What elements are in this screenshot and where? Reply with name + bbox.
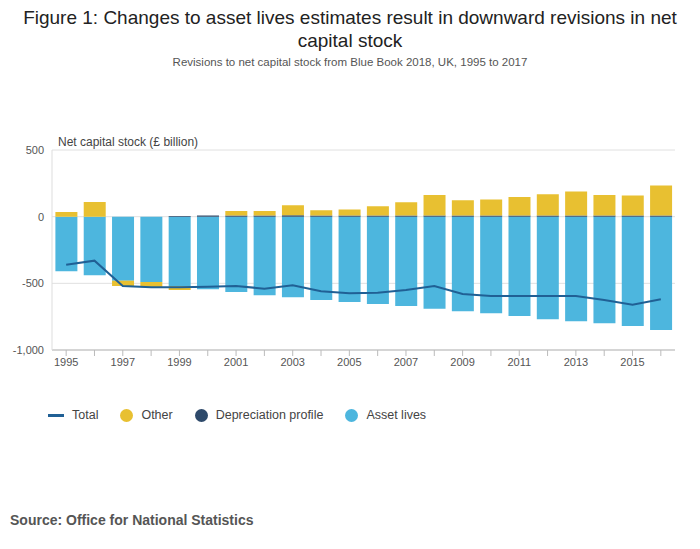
html-text:Depreciation profile: Depreciation profile xyxy=(215,408,324,422)
svg-text:2009: 2009 xyxy=(450,356,474,368)
svg-text:1995: 1995 xyxy=(54,356,78,368)
svg-text:2007: 2007 xyxy=(394,356,418,368)
html-text:Figure 1: Changes to asset liv: Figure 1: Changes to asset lives estimat… xyxy=(23,7,677,51)
svg-text:1997: 1997 xyxy=(111,356,135,368)
svg-text:2001: 2001 xyxy=(224,356,248,368)
svg-text:0: 0 xyxy=(38,211,44,223)
svg-text:500: 500 xyxy=(26,144,44,156)
svg-text:2011: 2011 xyxy=(507,356,531,368)
svg-text:2005: 2005 xyxy=(337,356,361,368)
svg-text:2015: 2015 xyxy=(620,356,644,368)
html-text:Other: Other xyxy=(141,408,173,422)
html-text:Asset lives: Asset lives xyxy=(366,408,427,422)
svg-text:-1,000: -1,000 xyxy=(13,344,44,356)
svg-text:2013: 2013 xyxy=(564,356,588,368)
html-text:Net capital stock (£ billion): Net capital stock (£ billion) xyxy=(58,135,199,149)
svg-text:2003: 2003 xyxy=(280,356,304,368)
html-text:Total: Total xyxy=(72,408,99,422)
svg-text:1999: 1999 xyxy=(167,356,191,368)
html-text:Revisions to net capital stock: Revisions to net capital stock from Blue… xyxy=(172,56,528,68)
html-text:Source: Office for National St: Source: Office for National Statistics xyxy=(10,512,254,528)
svg-text:-500: -500 xyxy=(22,277,44,289)
